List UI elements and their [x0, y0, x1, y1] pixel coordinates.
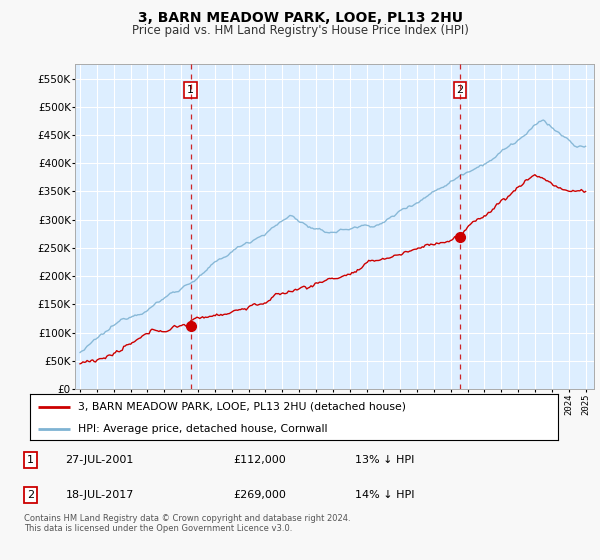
- Text: £269,000: £269,000: [234, 490, 287, 500]
- Text: Price paid vs. HM Land Registry's House Price Index (HPI): Price paid vs. HM Land Registry's House …: [131, 24, 469, 36]
- Text: 14% ↓ HPI: 14% ↓ HPI: [355, 490, 415, 500]
- Text: Contains HM Land Registry data © Crown copyright and database right 2024.
This d: Contains HM Land Registry data © Crown c…: [24, 514, 350, 534]
- Text: 1: 1: [187, 85, 194, 95]
- Text: 13% ↓ HPI: 13% ↓ HPI: [355, 455, 415, 465]
- Text: 18-JUL-2017: 18-JUL-2017: [65, 490, 134, 500]
- Text: 27-JUL-2001: 27-JUL-2001: [65, 455, 134, 465]
- Text: £112,000: £112,000: [234, 455, 287, 465]
- Text: 2: 2: [27, 490, 34, 500]
- Text: 1: 1: [27, 455, 34, 465]
- Text: 3, BARN MEADOW PARK, LOOE, PL13 2HU (detached house): 3, BARN MEADOW PARK, LOOE, PL13 2HU (det…: [77, 402, 406, 412]
- Text: HPI: Average price, detached house, Cornwall: HPI: Average price, detached house, Corn…: [77, 424, 327, 435]
- Text: 3, BARN MEADOW PARK, LOOE, PL13 2HU: 3, BARN MEADOW PARK, LOOE, PL13 2HU: [137, 11, 463, 25]
- Text: 2: 2: [457, 85, 463, 95]
